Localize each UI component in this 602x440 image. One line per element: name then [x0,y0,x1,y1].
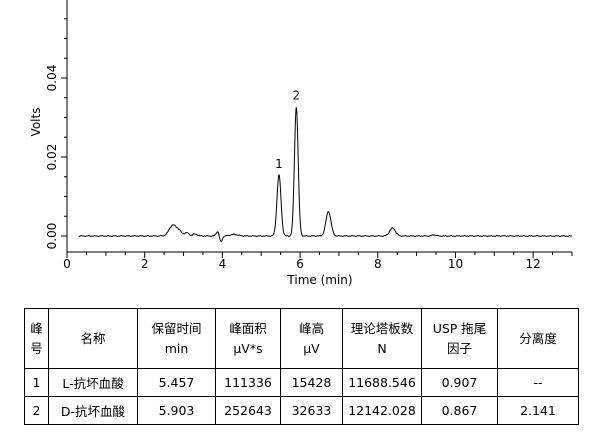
column-header: 峰高 μV [280,308,343,369]
results-table: 峰号名称 保留时间 min 峰面积 μV*s 峰高 μV 理论塔板数 N USP 拖尾 因子 分离度 … [24,308,579,425]
x-tick-label: 2 [141,257,149,271]
table-cell: 5.903 [137,396,216,425]
x-tick-label: 6 [296,257,304,271]
table-row: 1 L-抗坏血酸 5.457 111336 15428 11688.546 0.907 -- [24,368,579,397]
table-cell: 111336 [215,368,281,397]
column-header: 峰号 [24,308,49,369]
table-cell: 252643 [215,396,281,425]
table-cell: 15428 [280,368,343,397]
chromatogram-trace [78,107,573,242]
chromatogram-chart: 0 2 4 6 8 10 120.000.020.04 12 Time (min) Volt… [29,0,573,287]
column-header: USP 拖尾 因子 [421,308,498,369]
axes [61,0,573,258]
table-cell: L-抗坏血酸 [48,368,138,397]
table-cell: 2.141 [497,396,579,425]
table-cell: D-抗坏血酸 [48,396,138,425]
table-cell: 0.867 [421,396,498,425]
tick-labels: 0 2 4 6 8 10 120.000.020.04 [45,65,541,271]
column-header: 分离度 [497,308,579,369]
table-cell: -- [497,368,579,397]
table-cell: 32633 [280,396,343,425]
y-axis-label: Volts [29,108,43,137]
x-tick-label: 12 [526,257,541,271]
table-cell: 2 [24,396,49,425]
table-cell: 5.457 [137,368,216,397]
table-header-row: 峰号名称 保留时间 min 峰面积 μV*s 峰高 μV 理论塔板数 N USP 拖尾 因子 分离度 [24,308,579,369]
column-header: 保留时间 min [137,308,216,369]
table-cell: 11688.546 [342,368,422,397]
column-header: 峰面积 μV*s [215,308,281,369]
table-row: 2 D-抗坏血酸 5.903 252643 32633 12142.028 0.867 2.1… [24,396,579,425]
x-tick-label: 8 [374,257,382,271]
x-tick-label: 10 [448,257,463,271]
table-body: 1 L-抗坏血酸 5.457 111336 15428 11688.546 0.907 -- 2… [24,368,579,425]
table-cell: 12142.028 [342,396,422,425]
column-header: 理论塔板数 N [342,308,422,369]
x-tick-label: 0 [63,257,71,271]
table-cell: 0.907 [421,368,498,397]
x-tick-label: 4 [219,257,227,271]
peak-label: 2 [292,89,300,103]
table-cell: 1 [24,368,49,397]
y-tick-label: 0.00 [45,223,59,250]
peak-labels: 12 [275,89,300,171]
y-tick-label: 0.04 [45,65,59,92]
column-header: 名称 [48,308,138,369]
y-tick-label: 0.02 [45,144,59,171]
x-axis-label: Time (min) [286,273,352,287]
peak-label: 1 [275,157,283,171]
